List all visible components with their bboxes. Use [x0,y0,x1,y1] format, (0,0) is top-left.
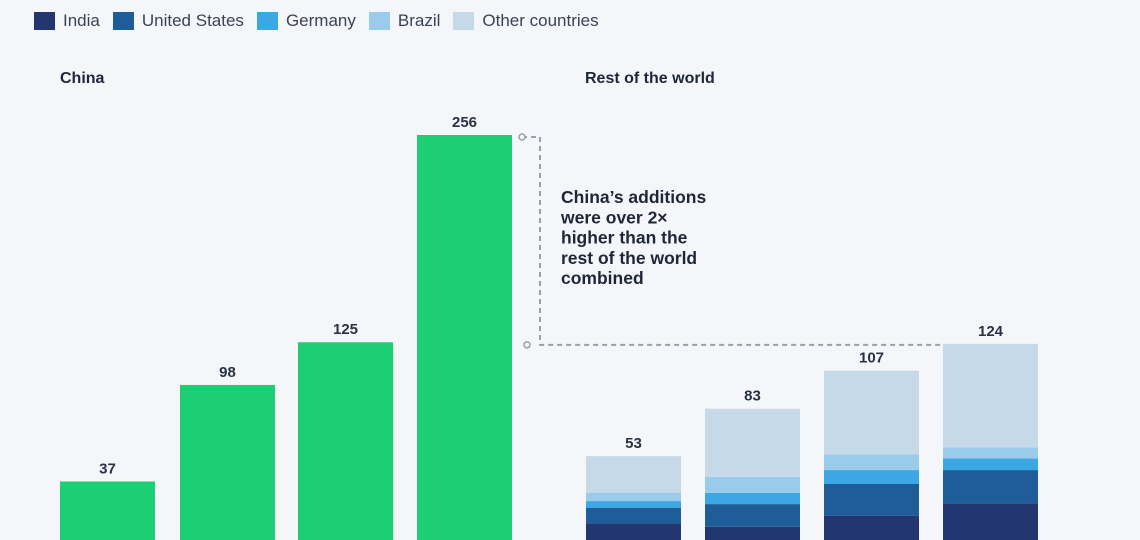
bar-china [180,384,275,540]
annotation-bracket [522,136,943,346]
bar-segment-united-states [943,470,1038,504]
legend-label: India [63,11,100,30]
legend-swatch [112,12,134,30]
annotation-text: higher than the [561,228,688,248]
legend-swatch [368,12,390,30]
bar-china [298,342,393,540]
bar-segment-brazil [705,476,800,493]
value-label: 37 [99,460,116,477]
bar-china [417,135,512,540]
bar-segment-germany [824,470,919,484]
value-label: 53 [625,435,642,452]
legend-label: United States [141,11,244,30]
bar-segment-united-states [705,504,800,527]
bar-segment-india [943,503,1038,540]
bar-segment-brazil [824,454,919,471]
annotation-text: China’s additions [561,187,706,207]
legend-label: Germany [285,11,356,30]
bar-segment-brazil [586,492,681,502]
annotation-text: combined [561,268,644,288]
panel-title: China [60,70,105,87]
bar-china [60,481,155,540]
legend-swatch [34,12,55,30]
bracket-dot [523,341,531,349]
panel-title: Rest of the world [585,70,715,87]
bar-segment-india [586,523,681,540]
value-label: 256 [452,114,477,131]
annotation-text: were over 2× [560,207,668,227]
bar-segment-other-countries [586,456,681,493]
value-label: 125 [333,321,358,338]
bar-segment-brazil [943,447,1038,459]
legend-item: Other countries [453,11,599,31]
legend-item: Brazil [368,11,441,31]
bar-segment-india [705,526,800,540]
chart-legend: India United States Germany Brazil Other cou… [34,11,612,31]
legend-swatch [453,12,475,30]
value-label: 124 [978,323,1004,340]
bar-segment-germany [586,501,681,508]
legend-item: Germany [256,11,356,31]
bar-segment-germany [705,492,800,505]
value-label: 83 [744,388,761,405]
bar-segment-united-states [824,483,919,516]
bar-segment-other-countries [705,408,800,477]
legend-item: United States [112,11,244,31]
bar-segment-germany [943,458,1038,471]
legend-label: Other countries [482,11,599,30]
legend-item: India [34,11,100,31]
bar-segment-other-countries [824,370,919,455]
legend-swatch [256,12,278,30]
bar-segment-india [824,515,919,540]
value-label: 107 [859,350,884,367]
annotation-text: rest of the world [561,248,697,268]
bracket-dot [518,133,526,141]
value-label: 98 [219,364,236,381]
bar-segment-other-countries [943,343,1038,448]
legend-label: Brazil [397,11,441,30]
bar-segment-united-states [586,507,681,524]
